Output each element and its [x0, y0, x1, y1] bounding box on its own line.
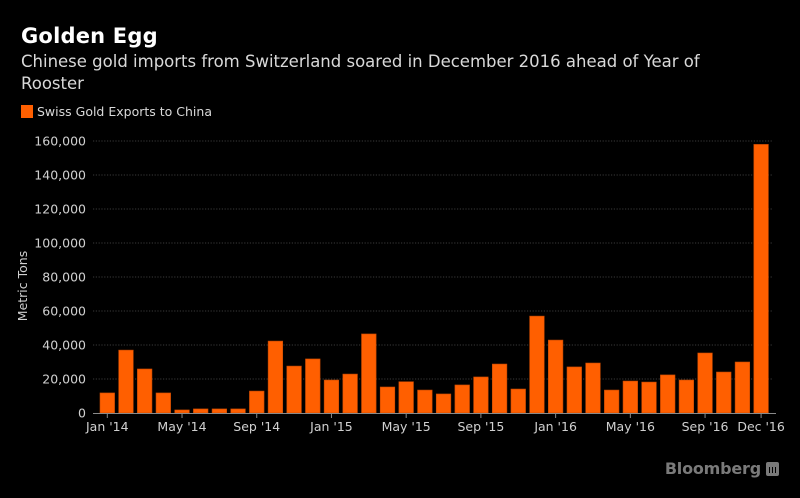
bar — [417, 389, 433, 414]
y-tick-label: 40,000 — [42, 338, 86, 353]
x-tick-label: May '15 — [382, 419, 431, 434]
bar — [604, 389, 620, 414]
bar — [118, 349, 134, 414]
x-tick-label: Sep '15 — [457, 419, 504, 434]
bar — [323, 379, 340, 414]
bar — [622, 380, 638, 414]
bar — [249, 390, 265, 414]
bar — [641, 381, 657, 414]
bar — [697, 352, 713, 414]
bar — [566, 366, 582, 414]
x-axis: Jan '14 May '14 Sep '14 Jan '15 May '15 Sep '… — [85, 413, 785, 434]
y-axis-ticks: 0 20,000 40,000 60,000 80,000 100,000 120,000 1… — [34, 134, 86, 421]
bar — [398, 381, 414, 414]
source-label: Bloomberg — [664, 459, 761, 478]
bar — [660, 374, 676, 414]
bar — [716, 371, 732, 414]
y-tick-label: 100,000 — [34, 236, 86, 251]
bar — [342, 373, 358, 414]
x-tick-label: May '16 — [606, 419, 655, 434]
bar — [305, 358, 321, 414]
bar — [473, 376, 489, 414]
bar — [491, 363, 508, 414]
y-tick-label: 80,000 — [42, 270, 86, 285]
bar — [585, 362, 601, 414]
bar — [211, 408, 227, 414]
gridlines — [93, 140, 773, 380]
bar — [286, 365, 302, 414]
y-tick-label: 120,000 — [34, 202, 86, 217]
y-tick-label: 0 — [78, 406, 86, 421]
bar — [734, 361, 751, 414]
bar — [510, 388, 526, 414]
x-tick-label: Jan '16 — [533, 419, 577, 434]
bar — [155, 392, 171, 414]
bar — [548, 339, 564, 414]
bar — [99, 392, 115, 414]
x-tick-label: Sep '16 — [682, 419, 729, 434]
bar — [529, 315, 545, 414]
x-tick-label: May '14 — [157, 419, 206, 434]
bar — [361, 333, 377, 414]
chart-subtitle: Chinese gold imports from Switzerland so… — [21, 52, 700, 93]
legend: Swiss Gold Exports to China — [21, 104, 212, 119]
source-credit: Bloomberg — [665, 459, 779, 478]
x-tick-label: Dec '16 — [737, 419, 785, 434]
y-axis-title: Metric Tons — [15, 251, 30, 321]
bar — [267, 340, 284, 414]
bar — [137, 368, 153, 414]
chart-title: Golden Egg — [21, 24, 158, 48]
bar — [435, 393, 452, 414]
bars — [99, 144, 769, 414]
y-tick-label: 60,000 — [42, 304, 86, 319]
legend-swatch — [21, 105, 33, 118]
y-tick-label: 140,000 — [34, 168, 86, 183]
x-tick-label: Jan '15 — [309, 419, 353, 434]
y-tick-label: 20,000 — [42, 372, 86, 387]
bar — [379, 386, 396, 414]
bar — [454, 384, 470, 414]
bar — [678, 379, 694, 414]
bar — [230, 408, 246, 414]
bar — [174, 409, 190, 414]
bar — [193, 408, 209, 414]
y-tick-label: 160,000 — [34, 134, 86, 149]
legend-label: Swiss Gold Exports to China — [37, 104, 212, 119]
x-tick-label: Sep '14 — [233, 419, 280, 434]
bar — [753, 144, 769, 414]
x-tick-label: Jan '14 — [85, 419, 129, 434]
bloomberg-chart-icon — [766, 461, 779, 476]
